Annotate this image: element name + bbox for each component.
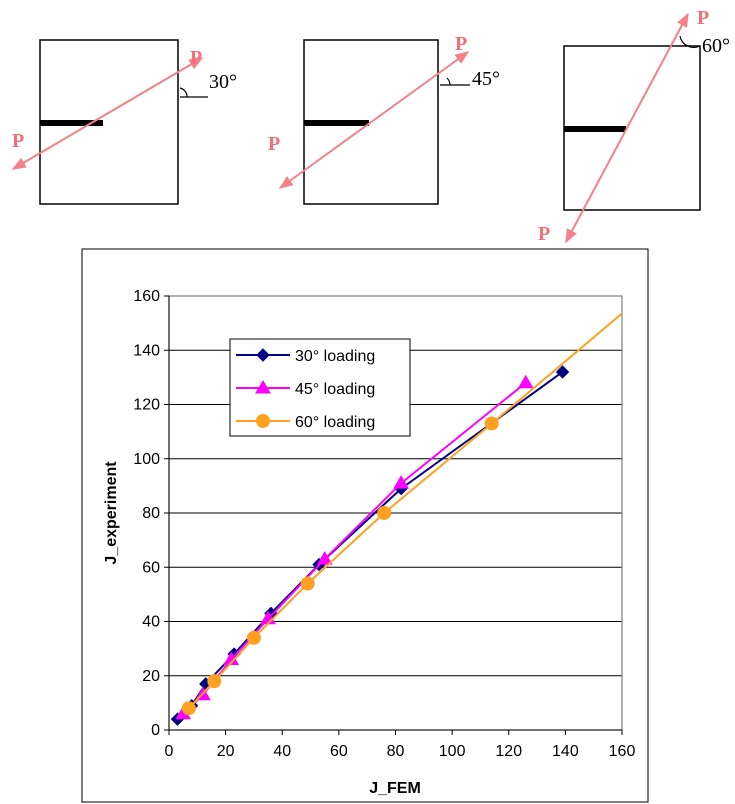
x-tick-label: 0 xyxy=(165,743,174,760)
load-arrow xyxy=(565,12,689,244)
x-axis-label: J_FEM xyxy=(369,780,421,797)
legend-label: 60° loading xyxy=(295,414,375,431)
legend-item: 60° loading xyxy=(236,414,375,431)
data-point-circle xyxy=(300,576,315,591)
y-tick-label: 40 xyxy=(142,614,160,631)
x-tick-label: 20 xyxy=(217,743,235,760)
legend: 30° loading 45° loading 60° loading xyxy=(229,338,411,437)
y-tick-label: 0 xyxy=(151,722,160,739)
chart: 0 20 40 60 80 100 120 140 160 0 20 40 60 80 100 120 140 1… xyxy=(103,288,635,797)
diagram-60-degree: P P 60° xyxy=(538,7,730,245)
data-point-triangle xyxy=(316,551,333,565)
y-tick-label: 60 xyxy=(142,559,160,576)
legend-label: 45° loading xyxy=(295,381,375,398)
y-tick-label: 100 xyxy=(133,451,160,468)
y-tick-label: 120 xyxy=(133,397,160,414)
x-tick-label: 40 xyxy=(273,743,291,760)
y-tick-label: 160 xyxy=(133,288,160,305)
load-arrow xyxy=(278,51,470,189)
legend-marker xyxy=(256,348,270,362)
series-3 xyxy=(181,312,622,716)
data-point-triangle xyxy=(393,475,410,489)
y-tick-label: 140 xyxy=(133,342,160,359)
load-label-bottom: P xyxy=(268,133,280,155)
axis-ticks: 0 20 40 60 80 100 120 140 160 0 20 40 60 80 100 120 140 1… xyxy=(133,288,635,760)
data-point-circle xyxy=(181,701,196,716)
legend-label: 30° loading xyxy=(295,348,375,365)
data-point-circle xyxy=(246,630,261,645)
data-point-triangle xyxy=(517,374,534,389)
load-label-top: P xyxy=(455,33,467,55)
x-tick-label: 100 xyxy=(439,743,466,760)
legend-marker xyxy=(256,414,270,428)
data-point-circle xyxy=(484,416,499,431)
y-tick-label: 80 xyxy=(142,505,160,522)
angle-arc xyxy=(446,77,451,86)
x-tick-label: 60 xyxy=(330,743,348,760)
data-point-diamond xyxy=(555,365,570,379)
angle-label: 45° xyxy=(472,68,500,90)
angle-label: 60° xyxy=(702,35,730,57)
diagram-45-degree: P P 45° xyxy=(268,33,500,205)
x-tick-label: 140 xyxy=(552,743,579,760)
chart-frame xyxy=(81,248,649,803)
load-label-bottom: P xyxy=(12,130,24,152)
x-tick-label: 120 xyxy=(495,743,522,760)
load-label-bottom: P xyxy=(538,223,550,245)
x-tick-label: 160 xyxy=(609,743,636,760)
data-point-circle xyxy=(207,674,222,689)
y-axis-label: J_experiment xyxy=(103,461,120,565)
load-arrow xyxy=(11,57,204,170)
crack xyxy=(304,120,369,126)
data-point-circle xyxy=(377,506,392,520)
angle-arc xyxy=(179,87,188,98)
diagram-30-degree: P P 30° xyxy=(11,39,237,205)
series-group xyxy=(170,312,622,726)
legend-item: 45° loading xyxy=(236,380,375,398)
x-tick-label: 80 xyxy=(387,743,405,760)
series-2 xyxy=(175,374,534,720)
load-label-top: P xyxy=(190,47,202,69)
crack xyxy=(564,126,626,132)
angle-label: 30° xyxy=(209,71,237,93)
y-tick-label: 20 xyxy=(142,668,160,685)
legend-marker xyxy=(255,380,271,394)
load-label-top: P xyxy=(697,7,709,29)
legend-item: 30° loading xyxy=(236,348,375,365)
